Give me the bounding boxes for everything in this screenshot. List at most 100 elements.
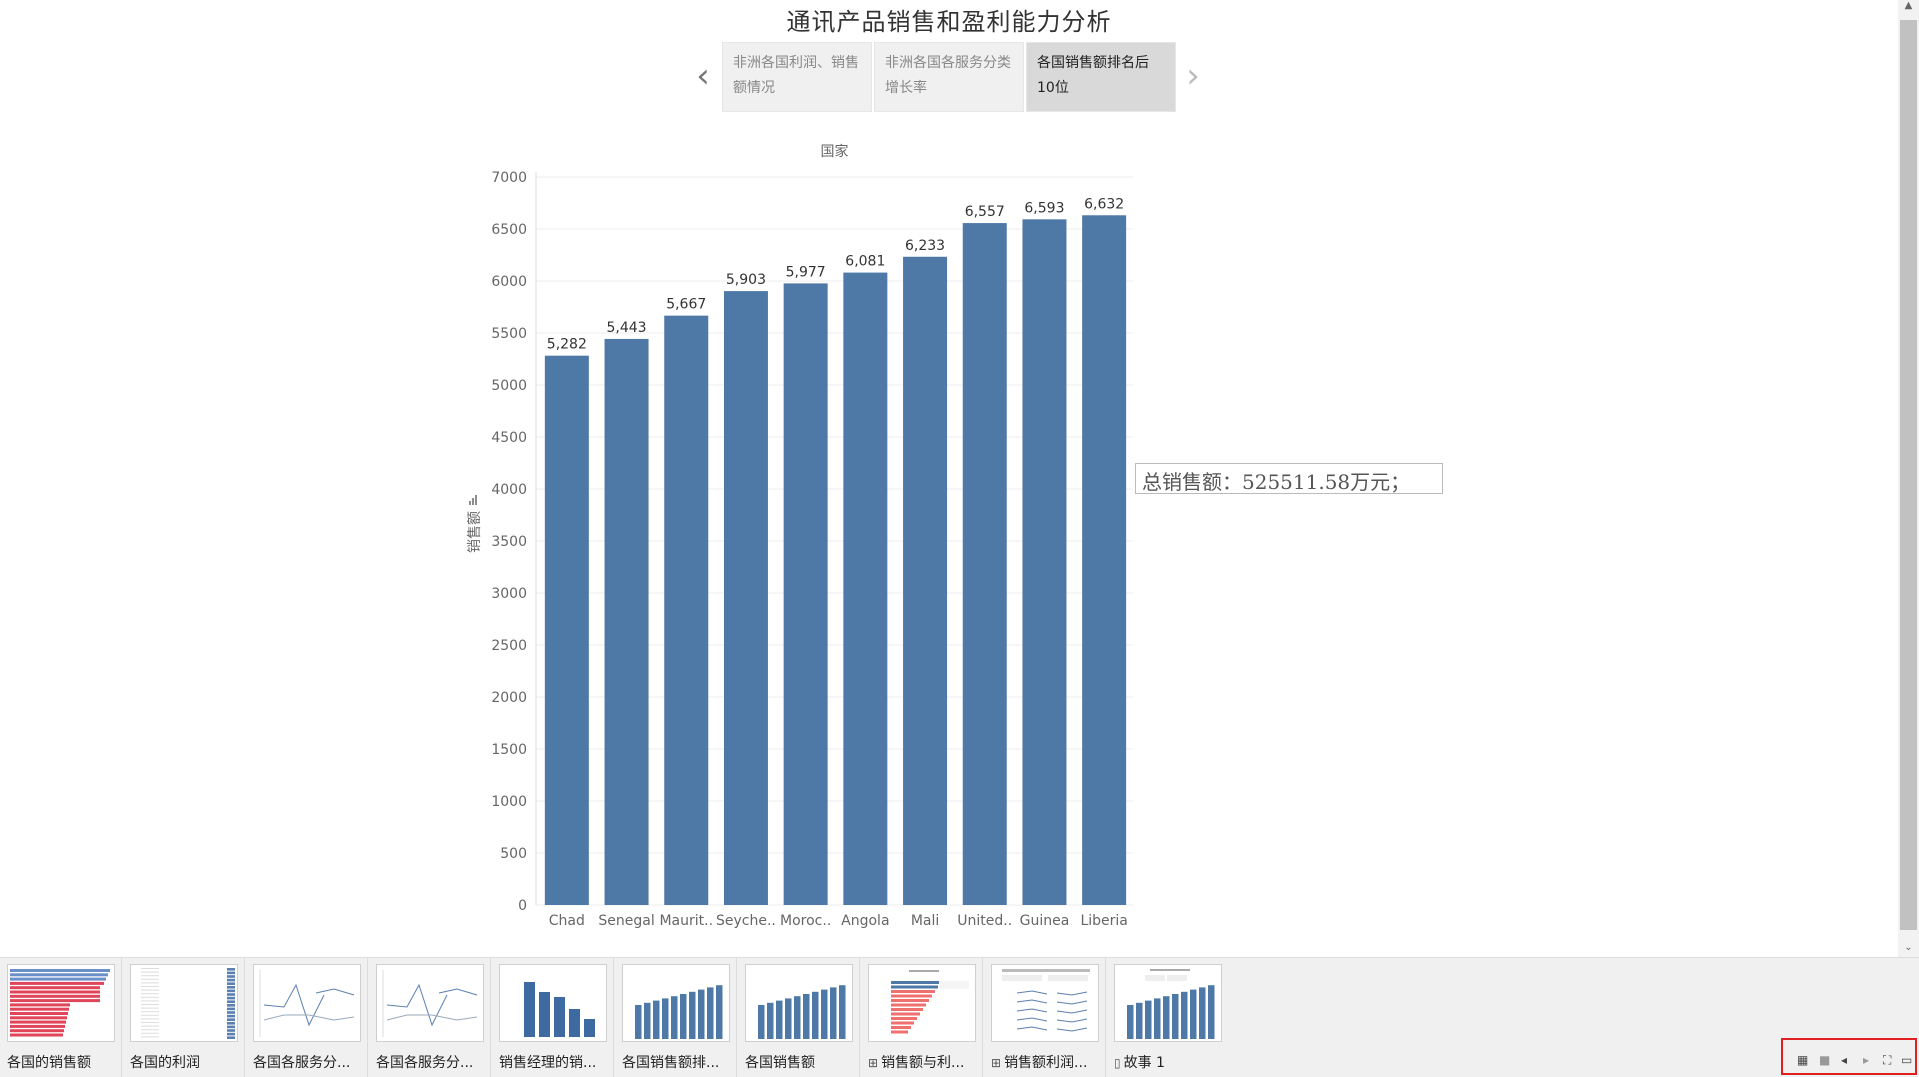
presentation-mode-icon[interactable]: ⛶	[1883, 1053, 1892, 1067]
sheet-tab[interactable]: 各国的销售额	[0, 958, 120, 1077]
tab-separator	[490, 958, 491, 1077]
sheet-tab[interactable]: 各国各服务分...	[246, 958, 366, 1077]
story-next-button[interactable]: ›	[1186, 56, 1200, 96]
sheet-thumbnail	[868, 964, 976, 1042]
x-tick-label: Liberia	[1080, 913, 1127, 929]
sheet-thumbnail	[130, 964, 238, 1042]
sheet-tab[interactable]: 各国各服务分...	[369, 958, 489, 1077]
sheet-tab-text: 各国各服务分...	[376, 1055, 474, 1071]
tab-separator	[982, 958, 983, 1077]
tab-separator	[859, 958, 860, 1077]
sheet-tab[interactable]: 各国销售额排...	[615, 958, 735, 1077]
tab-separator	[1105, 958, 1106, 1077]
y-tick-label: 3500	[491, 534, 527, 550]
sheet-tab-text: 各国各服务分...	[253, 1055, 351, 1071]
show-sheet-sorter-icon[interactable]: ▦	[1797, 1053, 1809, 1067]
y-axis-label: 销售额	[467, 511, 483, 553]
sheet-tab[interactable]: 销售经理的销...	[492, 958, 612, 1077]
story-title: 通讯产品销售和盈利能力分析	[786, 8, 1112, 36]
story-icon: ▯	[1114, 1056, 1121, 1070]
status-bar-controls: ▦ ■ ◂ ▸ ⛶ ▭	[1781, 1038, 1917, 1075]
sheet-tab-text: 故事 1	[1123, 1055, 1165, 1071]
sheet-tab-label: 各国销售额排...	[622, 1052, 740, 1072]
story-point-1[interactable]: 非洲各国利润、销售额情况	[722, 42, 872, 112]
sheet-tab[interactable]: 各国的利润	[123, 958, 243, 1077]
y-tick-label: 1000	[491, 794, 527, 810]
story-point-label: 非洲各国各服务分类增长率	[885, 55, 1011, 96]
sheet-tab-label: 各国各服务分...	[253, 1052, 371, 1072]
sheet-thumbnail	[622, 964, 730, 1042]
y-tick-label: 1500	[491, 742, 527, 758]
bar-value-label: 6,081	[845, 254, 885, 270]
sheet-tab-label: 各国的利润	[130, 1052, 248, 1072]
x-tick-label: United..	[957, 913, 1012, 929]
story-point-label: 各国销售额排名后10位	[1037, 55, 1149, 96]
sheet-thumbnail	[745, 964, 853, 1042]
sheet-thumbnail	[499, 964, 607, 1042]
bar[interactable]	[1022, 219, 1067, 905]
bar-value-label: 5,282	[547, 337, 587, 353]
story-point-2[interactable]: 非洲各国各服务分类增长率	[874, 42, 1024, 112]
tab-separator	[244, 958, 245, 1077]
next-sheet-icon[interactable]: ▸	[1863, 1053, 1870, 1067]
thumbnail-preview	[524, 982, 595, 1037]
y-tick-label: 500	[500, 846, 527, 862]
y-tick-label: 6000	[491, 274, 527, 290]
dashboard-icon: ⊞	[868, 1056, 879, 1070]
sheet-tab-label: 销售经理的销...	[499, 1052, 617, 1072]
show-filmstrip-icon[interactable]: ■	[1819, 1053, 1831, 1067]
x-tick-label: Mali	[911, 913, 939, 929]
bar[interactable]	[783, 283, 828, 906]
x-tick-label: Chad	[549, 913, 585, 929]
sheet-tab-text: 各国的利润	[130, 1055, 200, 1071]
sheet-tab[interactable]: ⊞ 销售额利润...	[984, 958, 1104, 1077]
scroll-up-icon[interactable]: ▲	[1904, 0, 1913, 11]
bar[interactable]	[843, 272, 888, 905]
bar[interactable]	[544, 355, 589, 905]
sheet-tab-text: 各国销售额排...	[622, 1055, 720, 1071]
bar[interactable]	[604, 338, 649, 906]
sheet-tab-text: 销售经理的销...	[499, 1055, 597, 1071]
sort-icon[interactable]	[469, 495, 477, 505]
previous-sheet-icon[interactable]: ◂	[1841, 1053, 1848, 1067]
vertical-scrollbar[interactable]: ▲ ⌄	[1898, 0, 1919, 957]
show-tabs-icon[interactable]: ▭	[1901, 1053, 1913, 1067]
thumbnail-preview	[635, 985, 723, 1039]
bar[interactable]	[664, 315, 709, 906]
sheet-thumbnail	[991, 964, 1099, 1042]
x-tick-label: Maurit..	[659, 913, 713, 929]
sheet-thumbnail	[7, 964, 115, 1042]
sheet-tab-text: 销售额与利...	[881, 1055, 965, 1071]
story-prev-button[interactable]: ‹	[696, 56, 710, 96]
story-point-label: 非洲各国利润、销售额情况	[733, 55, 859, 96]
y-tick-label: 2000	[491, 690, 527, 706]
bar[interactable]	[962, 223, 1007, 905]
sheet-tab-label: 各国销售额	[745, 1052, 863, 1072]
y-tick-label: 5500	[491, 326, 527, 342]
y-tick-label: 2500	[491, 638, 527, 654]
bar-value-label: 5,667	[666, 297, 706, 313]
tab-separator	[613, 958, 614, 1077]
scrollbar-thumb[interactable]	[1900, 20, 1917, 930]
scroll-down-icon[interactable]: ⌄	[1904, 942, 1913, 953]
sheet-tab[interactable]: ⊞ 销售额与利...	[861, 958, 981, 1077]
x-tick-label: Guinea	[1020, 913, 1070, 929]
sheet-thumbnail	[253, 964, 361, 1042]
thumbnail-preview	[10, 969, 110, 1037]
sheet-tab-bar: 各国的销售额 各国的利润 各国各服务分... 各国各服务分... 销售经理的销... 各国…	[0, 957, 1919, 1077]
thumbnail-preview	[758, 985, 846, 1039]
story-point-3[interactable]: 各国销售额排名后10位	[1026, 42, 1176, 112]
sheet-thumbnail	[376, 964, 484, 1042]
y-tick-label: 7000	[491, 170, 527, 186]
bar[interactable]	[723, 291, 768, 905]
bar[interactable]	[903, 256, 948, 905]
sheet-tab[interactable]: ▯ 故事 1	[1107, 958, 1227, 1077]
sheet-thumbnail	[1114, 964, 1222, 1042]
sheet-tab[interactable]: 各国销售额	[738, 958, 858, 1077]
y-tick-label: 5000	[491, 378, 527, 394]
bar-value-label: 5,443	[607, 320, 647, 336]
thumbnail-preview	[141, 968, 235, 1039]
bar-value-label: 6,593	[1024, 200, 1064, 216]
bar[interactable]	[1082, 215, 1127, 906]
